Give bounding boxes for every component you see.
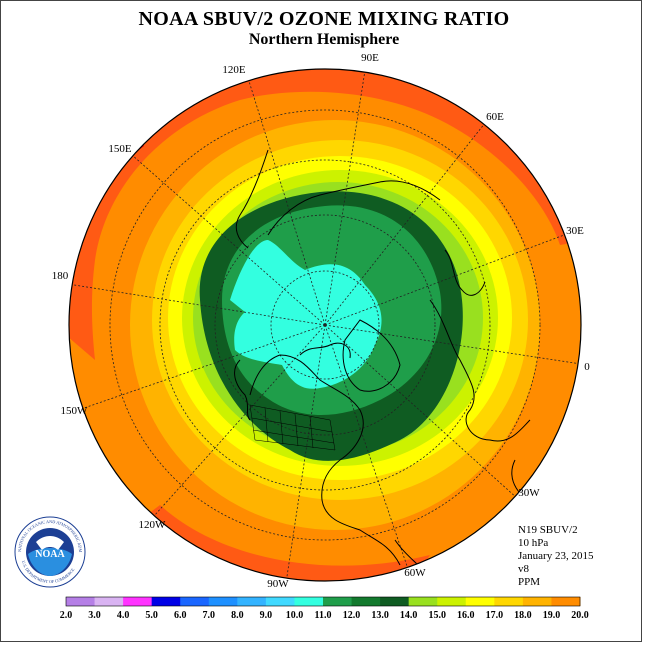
east-asia-coast (235, 149, 269, 249)
colorbar-label: 13.0 (371, 610, 389, 621)
greenland-coast (342, 319, 401, 392)
colorbar-label: 14.0 (400, 610, 418, 621)
colorbar-swatch (437, 597, 467, 606)
colorbar-label: 11.0 (315, 610, 332, 621)
lon-label-60w: 60W (404, 567, 426, 579)
lon-label-30e: 30E (566, 225, 584, 237)
colorbar-swatch (522, 597, 552, 606)
colorbar-swatch (123, 597, 153, 606)
colorbar-label: 5.0 (145, 610, 158, 621)
colorbar-swatch (408, 597, 438, 606)
colorbar-swatch (380, 597, 410, 606)
info-version: v8 (518, 563, 529, 575)
colorbar-swatch (180, 597, 210, 606)
colorbar-label: 20.0 (571, 610, 589, 621)
colorbar-label: 18.0 (514, 610, 532, 621)
colorbar-swatch (265, 597, 295, 606)
lon-label-120w: 120W (139, 519, 167, 531)
lon-label-180: 180 (52, 270, 69, 282)
colorbar-label: 7.0 (203, 610, 216, 621)
longitude-labels: 90E 60E 30E 0 30W 60W 90W 120W 150W 180 … (52, 52, 591, 590)
map-boundary (68, 68, 582, 582)
colorbar-swatch (551, 597, 581, 606)
colorbar-swatch (208, 597, 238, 606)
colorbar-label: 17.0 (486, 610, 504, 621)
lon-label-60e: 60E (486, 111, 504, 123)
us-states-grid (249, 404, 336, 451)
colorbar-label: 12.0 (343, 610, 361, 621)
colorbar-swatch (94, 597, 124, 606)
logo-text: NOAA (35, 549, 65, 560)
ozone-field (69, 69, 581, 581)
colorbar-label: 19.0 (543, 610, 561, 621)
colorbar-label: 10.0 (286, 610, 304, 621)
lon-label-150w: 150W (61, 405, 89, 417)
colorbar-swatch (66, 597, 96, 606)
colorbar-label: 16.0 (457, 610, 475, 621)
colorbar-swatch (351, 597, 381, 606)
lon-label-150e: 150E (108, 143, 132, 155)
colorbar-label: 2.0 (60, 610, 73, 621)
colorbar-swatch (323, 597, 353, 606)
graticule (69, 69, 581, 581)
colorbar-label: 9.0 (260, 610, 273, 621)
noaa-logo: NOAA NATIONAL OCEANIC AND ATMOSPHERIC AD… (14, 516, 86, 588)
info-satellite: N19 SBUV/2 (518, 524, 578, 536)
alaska-coast (234, 359, 251, 421)
colorbar-label: 15.0 (428, 610, 446, 621)
colorbar-swatch (294, 597, 324, 606)
info-level: 10 hPa (518, 537, 549, 549)
coastlines (234, 149, 579, 581)
map-subtitle: Northern Hemisphere (248, 31, 400, 48)
info-units: PPM (518, 576, 541, 588)
info-date: January 23, 2015 (518, 550, 594, 562)
north-america-coast (249, 354, 401, 566)
colorbar: 2.0 3.0 4.0 5.0 6.0 7.0 8.0 9.0 10.0 11.0 12.0 13.0… (60, 596, 589, 621)
info-block: N19 SBUV/2 10 hPa January 23, 2015 v8 PP… (518, 524, 593, 589)
colorbar-label: 4.0 (117, 610, 130, 621)
lon-label-120e: 120E (222, 64, 246, 76)
lon-label-90e: 90E (361, 52, 379, 64)
colorbar-label: 3.0 (88, 610, 101, 621)
colorbar-swatch (151, 597, 181, 606)
colorbar-swatch (465, 597, 495, 606)
lon-label-90w: 90W (267, 578, 289, 590)
colorbar-border (65, 596, 581, 607)
colorbar-label: 6.0 (174, 610, 187, 621)
colorbar-swatch (494, 597, 524, 606)
lon-label-0: 0 (584, 361, 590, 373)
asia-coast (267, 180, 441, 236)
lon-label-30w: 30W (518, 487, 540, 499)
europe-coast (429, 299, 531, 442)
colorbar-label: 8.0 (231, 610, 244, 621)
scandinavia-coast (444, 249, 486, 296)
map-title: NOAA SBUV/2 OZONE MIXING RATIO (138, 8, 510, 30)
canada-islands (299, 342, 351, 359)
colorbar-swatch (237, 597, 267, 606)
